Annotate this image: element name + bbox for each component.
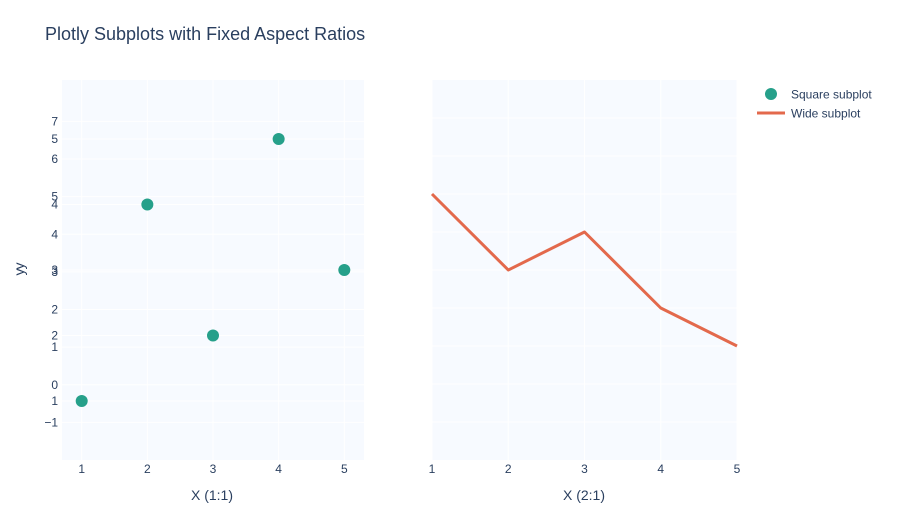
left-y-axis-title-a: y: [11, 269, 27, 276]
scatter-point: [75, 395, 88, 408]
left-x-tick-label: 1: [78, 462, 85, 476]
right-line-series: [430, 192, 738, 348]
scatter-point: [272, 132, 285, 145]
right-x-tick-labels: 1 2 3 4 5: [429, 462, 741, 476]
left-x-tick-labels: 1 2 3 4 5: [78, 462, 348, 476]
right-x-tick-label: 2: [505, 462, 512, 476]
legend-label-wide-subplot[interactable]: Wide subplot: [791, 107, 861, 121]
left-y2-tick-label: 4: [51, 227, 58, 241]
left-y-tick-label: 3: [51, 263, 58, 277]
right-x-tick-label: 5: [734, 462, 741, 476]
legend-label-square-subplot[interactable]: Square subplot: [791, 88, 872, 102]
scatter-point: [338, 264, 351, 276]
scatter-point: [141, 198, 154, 211]
legend-marker-square-subplot: [765, 88, 777, 100]
left-y2-tick-label: 5: [51, 190, 58, 204]
right-x-axis-title: X (2:1): [563, 487, 605, 503]
left-x-tick-label: 5: [341, 462, 348, 476]
left-x-tick-label: 3: [210, 462, 217, 476]
line-series-wide-subplot: [430, 192, 738, 348]
left-y2-tick-label: 3: [51, 265, 58, 279]
left-y-tick-label: 5: [51, 132, 58, 146]
right-x-tick-label: 4: [657, 462, 664, 476]
left-x-tick-label: 2: [144, 462, 151, 476]
left-y-tick-label: 1: [51, 394, 58, 408]
left-x-tick-label: 4: [275, 462, 282, 476]
left-y-tick-label: 2: [51, 329, 58, 343]
legend[interactable]: Square subplot Wide subplot: [757, 88, 872, 121]
scatter-point: [207, 329, 219, 342]
left-y-axis-title-b: y: [11, 263, 27, 270]
left-y2-tick-label: 0: [51, 378, 58, 392]
left-y2-tick-label: 7: [51, 114, 58, 128]
left-y2-tick-label: −1: [44, 415, 58, 429]
right-x-tick-label: 3: [581, 462, 588, 476]
chart-title: Plotly Subplots with Fixed Aspect Ratios: [45, 24, 365, 44]
left-scatter-points: [75, 132, 351, 408]
left-y2-tick-label: 6: [51, 152, 58, 166]
left-y2-tick-label: 1: [51, 340, 58, 354]
right-x-tick-label: 1: [429, 462, 436, 476]
left-x-axis-title: X (1:1): [191, 487, 233, 503]
left-y2-tick-label: 2: [51, 303, 58, 317]
left-y-tick-label: 4: [51, 197, 58, 211]
